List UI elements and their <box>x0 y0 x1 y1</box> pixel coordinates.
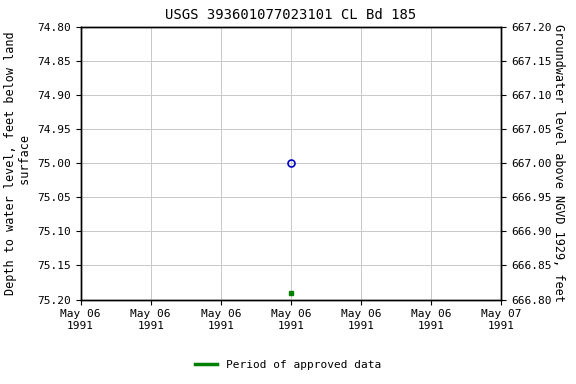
Title: USGS 393601077023101 CL Bd 185: USGS 393601077023101 CL Bd 185 <box>165 8 416 22</box>
Y-axis label: Groundwater level above NGVD 1929, feet: Groundwater level above NGVD 1929, feet <box>552 24 565 302</box>
Y-axis label: Depth to water level, feet below land
 surface: Depth to water level, feet below land su… <box>3 31 32 295</box>
Legend: Period of approved data: Period of approved data <box>191 356 385 375</box>
